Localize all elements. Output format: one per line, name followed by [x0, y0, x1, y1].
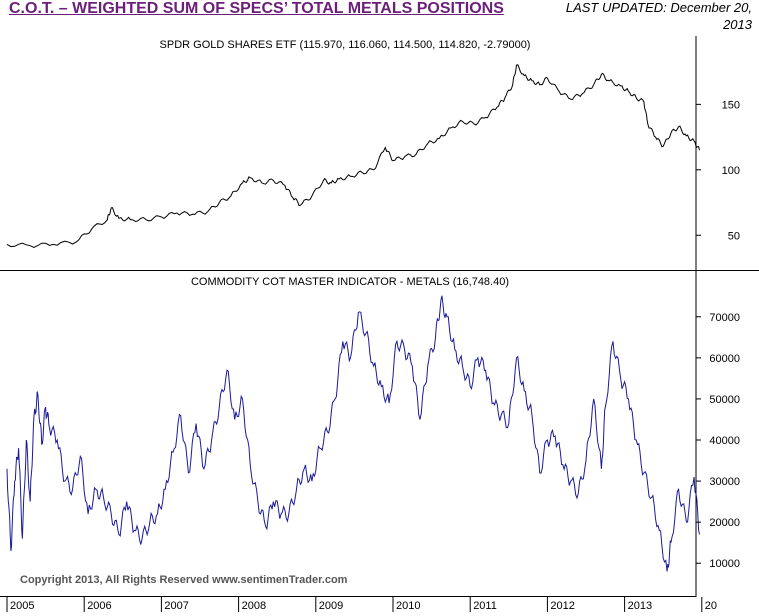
x-tick-label: 2011: [473, 600, 497, 612]
y-tick-label: 150: [722, 99, 740, 111]
x-tick-label: 2007: [164, 600, 188, 612]
cot-y-axis: 10000 20000 30000 40000 50000 60000 70000: [696, 312, 740, 570]
last-updated-label: LAST UPDATED: December 20,: [565, 0, 752, 15]
cot-indicator-plot: [6, 295, 700, 572]
x-tick-label: 2012: [550, 600, 574, 612]
copyright-text: Copyright 2013, All Rights Reserved www.…: [20, 574, 348, 586]
x-tick-label: 2013: [628, 600, 652, 612]
series-line: [6, 64, 700, 249]
x-axis: 2005 2006 2007 2008 2009 2010 2011 2012 2013 20: [6, 597, 717, 612]
series-line: [6, 295, 700, 572]
y-tick-label: 20000: [709, 517, 740, 529]
last-updated-year: 2013: [723, 17, 752, 32]
y-tick-label: 50000: [709, 394, 740, 406]
x-tick-label: 20: [705, 600, 717, 612]
y-tick-label: 30000: [709, 476, 740, 488]
y-tick-label: 100: [722, 165, 740, 177]
y-tick-label: 10000: [709, 558, 740, 570]
x-tick-label: 2006: [87, 600, 111, 612]
x-tick-label: 2009: [319, 600, 343, 612]
gold-chart-title: SPDR GOLD SHARES ETF (115.970, 116.060, …: [160, 39, 531, 51]
page-title: C.O.T. – WEIGHTED SUM OF SPECS’ TOTAL ME…: [9, 0, 504, 17]
y-tick-label: 70000: [709, 312, 740, 324]
x-tick-label: 2010: [396, 600, 420, 612]
cot-chart-title: COMMODITY COT MASTER INDICATOR - METALS …: [191, 276, 509, 288]
gold-y-axis: 50 100 150: [696, 99, 740, 242]
x-tick-label: 2005: [10, 600, 34, 612]
y-tick-label: 40000: [709, 435, 740, 447]
x-tick-label: 2008: [242, 600, 266, 612]
gold-price-plot: [6, 64, 700, 249]
y-tick-label: 50: [728, 230, 740, 242]
y-tick-label: 60000: [709, 353, 740, 365]
